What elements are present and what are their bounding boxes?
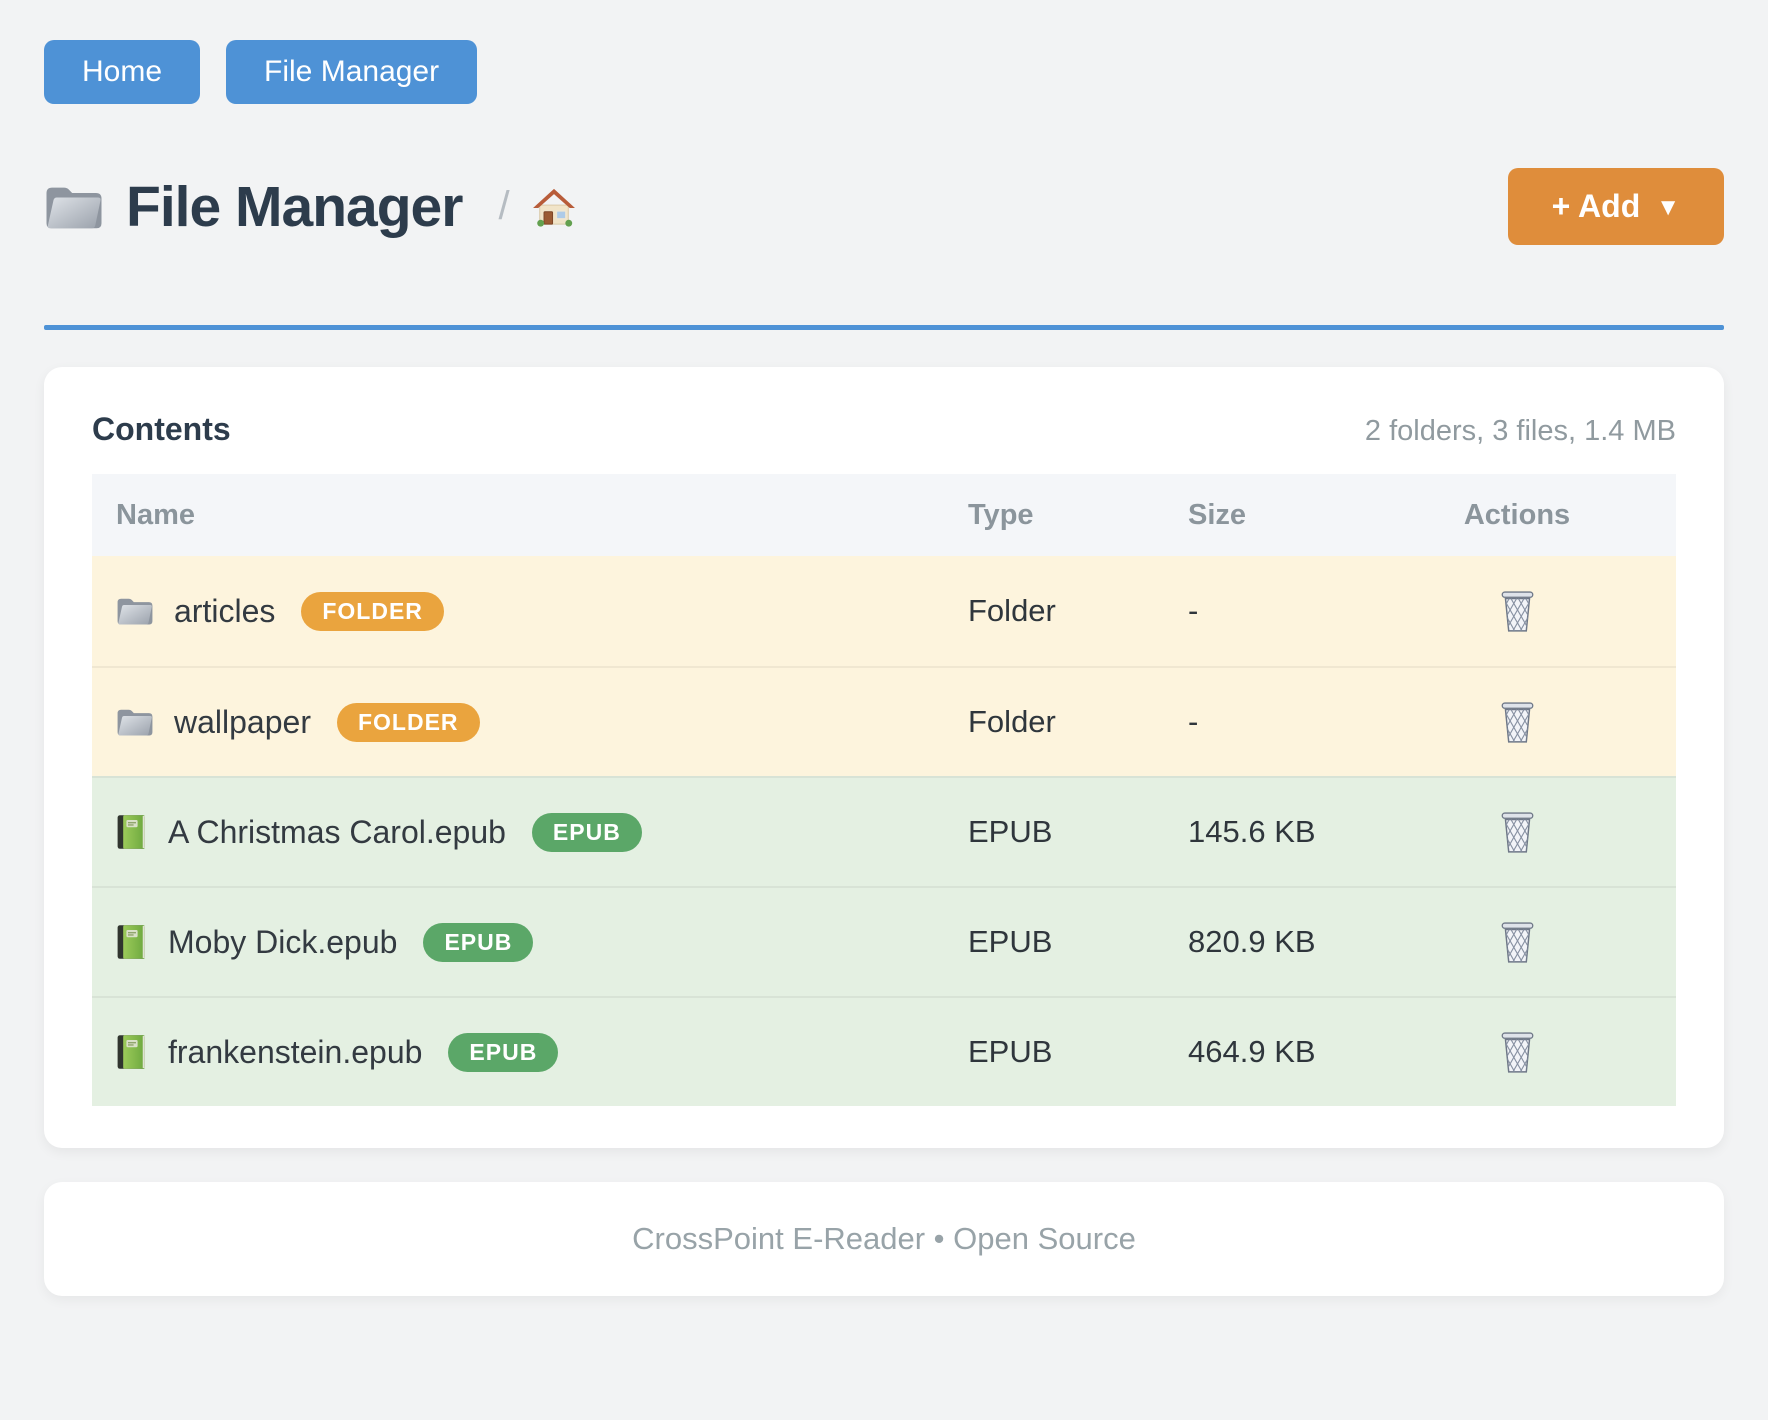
trash-icon <box>1499 811 1536 854</box>
trash-icon <box>1499 921 1536 964</box>
file-table: Name Type Size Actions articles FOLDER F… <box>92 474 1676 1106</box>
add-button-label: + Add <box>1551 188 1641 224</box>
footer-text: CrossPoint E-Reader • Open Source <box>632 1221 1136 1256</box>
table-header-row: Name Type Size Actions <box>92 474 1676 556</box>
folder-icon <box>117 709 153 736</box>
title-wrap: File Manager / <box>44 174 576 240</box>
column-header-type: Type <box>968 498 1034 531</box>
size-cell: 464.9 KB <box>1188 1034 1316 1069</box>
top-nav: Home File Manager <box>44 40 1724 104</box>
house-icon[interactable] <box>531 187 576 227</box>
page-header: File Manager / + Add ▼ <box>44 168 1724 245</box>
actions-cell <box>1430 695 1604 750</box>
name-cell: frankenstein.epub EPUB <box>92 1031 960 1073</box>
epub-badge: EPUB <box>531 812 642 852</box>
delete-button[interactable] <box>1493 695 1542 750</box>
footer: CrossPoint E-Reader • Open Source <box>44 1182 1724 1296</box>
contents-card: Contents 2 folders, 3 files, 1.4 MB Name… <box>44 367 1724 1148</box>
card-header: Contents 2 folders, 3 files, 1.4 MB <box>92 411 1676 448</box>
trash-icon <box>1499 701 1536 744</box>
column-header-size: Size <box>1188 498 1247 531</box>
epub-badge: EPUB <box>423 922 534 962</box>
table-row: wallpaper FOLDER Folder - <box>92 666 1676 776</box>
actions-cell <box>1430 1025 1604 1080</box>
file-name-link[interactable]: articles <box>174 592 276 629</box>
file-name-link[interactable]: wallpaper <box>174 703 311 740</box>
folder-badge: FOLDER <box>301 591 444 631</box>
folder-badge: FOLDER <box>336 702 480 742</box>
page: Home File Manager File Manager / + Add ▼… <box>0 40 1768 1296</box>
size-cell: - <box>1188 593 1199 628</box>
folder-icon <box>46 187 102 228</box>
file-name-link[interactable]: frankenstein.epub <box>168 1033 423 1070</box>
column-header-name: Name <box>116 498 195 531</box>
folder-icon <box>117 598 153 625</box>
column-header-actions: Actions <box>1463 498 1571 531</box>
actions-cell <box>1430 915 1604 970</box>
type-cell: Folder <box>968 704 1056 739</box>
table-row: frankenstein.epub EPUB EPUB 464.9 KB <box>92 996 1676 1106</box>
green-book-icon <box>117 815 145 849</box>
header-divider <box>44 325 1724 330</box>
table-row: A Christmas Carol.epub EPUB EPUB 145.6 K… <box>92 776 1676 886</box>
size-cell: 145.6 KB <box>1188 814 1316 849</box>
size-cell: 820.9 KB <box>1188 924 1316 959</box>
actions-cell <box>1430 805 1604 860</box>
name-cell: articles FOLDER <box>92 591 960 631</box>
type-cell: EPUB <box>968 924 1053 959</box>
delete-button[interactable] <box>1493 1025 1542 1080</box>
name-cell: Moby Dick.epub EPUB <box>92 921 960 963</box>
green-book-icon <box>117 1035 145 1069</box>
name-cell: A Christmas Carol.epub EPUB <box>92 811 960 853</box>
add-button[interactable]: + Add ▼ <box>1507 168 1724 245</box>
green-book-icon <box>117 925 145 959</box>
file-name-link[interactable]: Moby Dick.epub <box>168 923 398 960</box>
type-cell: Folder <box>968 593 1056 628</box>
type-cell: EPUB <box>968 1034 1053 1069</box>
delete-button[interactable] <box>1493 584 1542 639</box>
delete-button[interactable] <box>1493 805 1542 860</box>
actions-cell <box>1430 584 1604 639</box>
file-name-link[interactable]: A Christmas Carol.epub <box>168 813 506 850</box>
breadcrumb-separator: / <box>498 184 510 228</box>
delete-button[interactable] <box>1493 915 1542 970</box>
caret-down-icon: ▼ <box>1656 193 1680 221</box>
card-title: Contents <box>92 411 231 447</box>
file-manager-button[interactable]: File Manager <box>226 40 478 104</box>
epub-badge: EPUB <box>448 1032 559 1072</box>
table-row: Moby Dick.epub EPUB EPUB 820.9 KB <box>92 886 1676 996</box>
type-cell: EPUB <box>968 814 1053 849</box>
size-cell: - <box>1188 704 1199 739</box>
trash-icon <box>1499 1031 1536 1074</box>
table-row: articles FOLDER Folder - <box>92 556 1676 666</box>
contents-summary: 2 folders, 3 files, 1.4 MB <box>1364 415 1676 447</box>
name-cell: wallpaper FOLDER <box>92 702 960 742</box>
page-title: File Manager <box>126 174 463 239</box>
home-button[interactable]: Home <box>44 40 201 104</box>
trash-icon <box>1499 590 1536 633</box>
